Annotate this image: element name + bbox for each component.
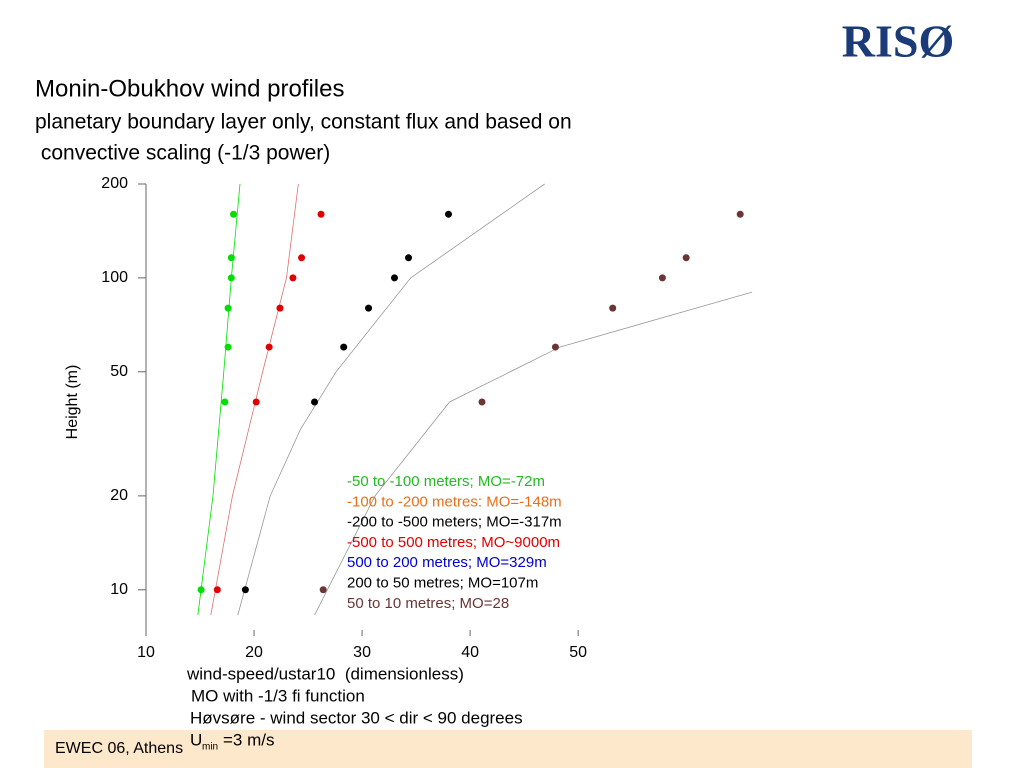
- point: [197, 586, 205, 594]
- point: [227, 274, 235, 282]
- point: [252, 398, 260, 406]
- point: [224, 343, 232, 351]
- point: [365, 304, 373, 312]
- y-tick-label: 100: [101, 269, 128, 286]
- model-curve: [197, 183, 241, 616]
- point: [230, 210, 238, 218]
- point: [311, 398, 319, 406]
- x-tick-label: 50: [569, 644, 587, 661]
- point: [221, 398, 229, 406]
- model-curve: [314, 291, 753, 616]
- legend-entry: -100 to -200 metres: MO=-148m: [347, 493, 562, 510]
- x-tick-label: 10: [137, 644, 155, 661]
- legend-entry: 500 to 200 metres; MO=329m: [347, 554, 547, 571]
- model-curve: [237, 183, 545, 616]
- y-tick-label: 200: [101, 175, 128, 192]
- legend-entry: -500 to 500 metres; MO~9000m: [347, 534, 560, 551]
- point: [736, 210, 744, 218]
- point: [265, 343, 273, 351]
- point: [390, 274, 398, 282]
- point: [609, 304, 617, 312]
- x-tick-label: 20: [245, 644, 263, 661]
- footer-bar: [44, 730, 972, 768]
- point: [405, 254, 413, 262]
- note: min: [202, 742, 218, 753]
- point: [227, 254, 235, 262]
- point: [213, 586, 221, 594]
- x-tick-label: 40: [461, 644, 479, 661]
- point: [298, 254, 306, 262]
- point: [551, 343, 559, 351]
- chart-title: Monin-Obukhov wind profiles: [35, 75, 344, 102]
- point: [658, 274, 666, 282]
- footer: EWEC 06, Athens: [55, 740, 183, 757]
- point: [276, 304, 284, 312]
- point: [445, 210, 452, 218]
- point: [289, 274, 297, 282]
- point: [317, 210, 325, 218]
- legend-entry: -50 to -100 meters; MO=-72m: [347, 473, 545, 490]
- y-axis-label: Height (m): [64, 365, 81, 440]
- chart-subtitle: planetary boundary layer only, constant …: [35, 111, 572, 134]
- point: [340, 343, 348, 351]
- point: [319, 586, 327, 594]
- y-tick-label: 50: [110, 363, 128, 380]
- x-tick-label: 30: [353, 644, 371, 661]
- y-tick-label: 20: [110, 487, 128, 504]
- chart-subtitle: convective scaling (-1/3 power): [35, 142, 330, 165]
- x-axis-label: wind-speed/ustar10 (dimensionless): [186, 664, 464, 683]
- legend-entry: 50 to 10 metres; MO=28: [347, 595, 509, 612]
- point: [478, 398, 486, 406]
- model-curve: [210, 183, 299, 616]
- point: [241, 586, 249, 594]
- y-tick-label: 10: [110, 581, 128, 598]
- point: [224, 304, 232, 312]
- logo: RISØ: [842, 16, 954, 67]
- point: [682, 254, 690, 262]
- legend-entry: -200 to -500 meters; MO=-317m: [347, 514, 562, 531]
- note: =3 m/s: [223, 730, 275, 749]
- note: U: [190, 730, 202, 749]
- note: Høvsøre - wind sector 30 < dir < 90 degr…: [190, 708, 523, 727]
- legend-entry: 200 to 50 metres; MO=107m: [347, 574, 538, 591]
- note: MO with -1/3 fi function: [191, 686, 365, 705]
